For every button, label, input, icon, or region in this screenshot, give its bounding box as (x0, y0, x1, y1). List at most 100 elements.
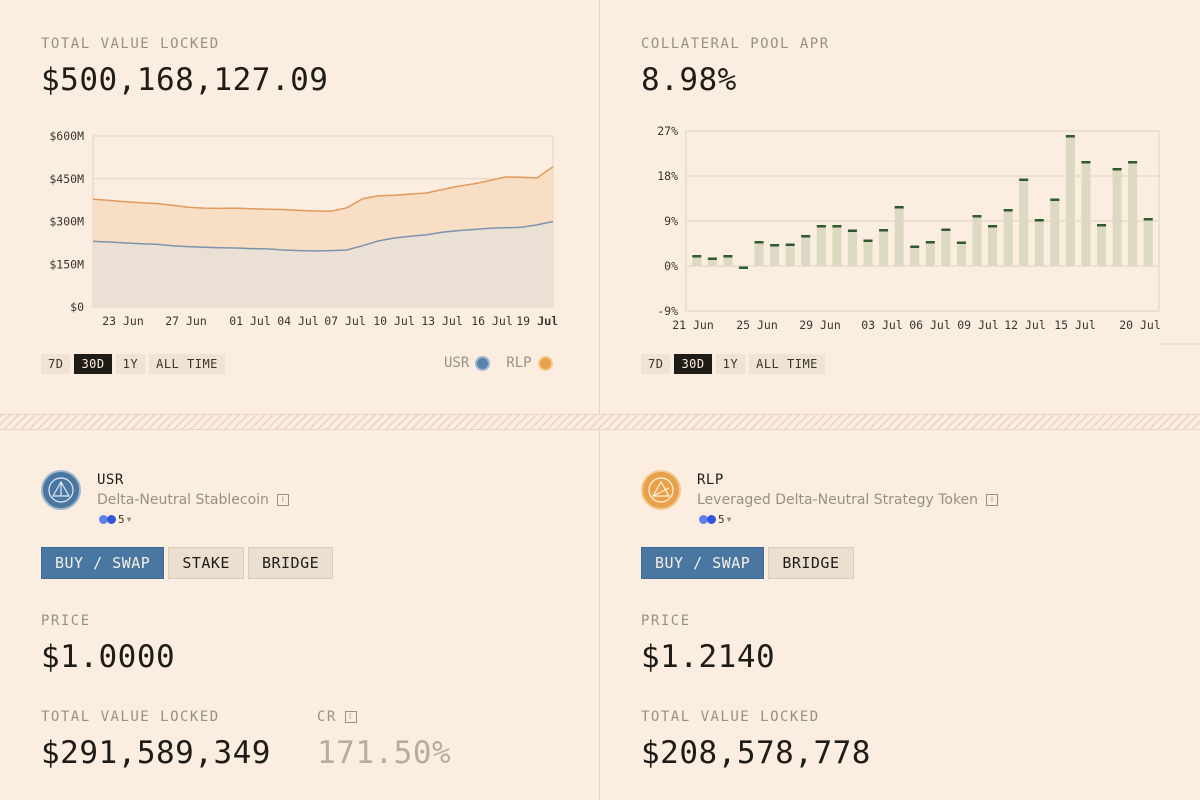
x-tick-label: 01 Jul (229, 314, 271, 328)
apr-bar (770, 245, 780, 266)
info-icon[interactable]: i (276, 494, 289, 506)
x-tick-label: 23 Jun (102, 314, 144, 328)
rlp-token-icon (641, 470, 681, 510)
usr-price: $1.0000 (41, 639, 176, 675)
usr-buy-swap-button[interactable]: BUY / SWAP (41, 547, 165, 579)
tvl-range-all-time[interactable]: ALL TIME (149, 354, 225, 374)
apr-bar-cap (956, 241, 966, 244)
apr-bar (692, 256, 702, 266)
tvl-range-7d[interactable]: 7D (41, 354, 71, 374)
rlp-name: RLP (697, 472, 724, 488)
apr-bar (988, 226, 998, 266)
legend-rlp[interactable]: RLP (506, 355, 553, 371)
x-tick-label: 03 Jul (861, 318, 903, 332)
usr-chain-selector[interactable]: 5 ▼ (99, 513, 131, 526)
apr-bar-cap (723, 255, 733, 258)
apr-bar (925, 242, 935, 266)
chain-icon (107, 515, 116, 524)
apr-bar-cap (1081, 161, 1091, 164)
apr-bar-cap (832, 225, 842, 228)
apr-bar-cap (707, 257, 717, 260)
cr-label-row: CR i (317, 709, 357, 725)
apr-bar-cap (692, 255, 702, 258)
apr-bar (1034, 220, 1044, 266)
usr-price-label: PRICE (41, 613, 91, 629)
usr-stake-button[interactable]: STAKE (168, 547, 244, 579)
tvl-range-30d[interactable]: 30D (74, 354, 112, 374)
apr-bar (1019, 179, 1029, 266)
usr-line (92, 220, 554, 252)
apr-bar (972, 216, 982, 266)
usr-bridge-button[interactable]: BRIDGE (247, 547, 334, 579)
apr-bar-cap (847, 229, 857, 232)
apr-bar-cap (1050, 198, 1060, 201)
legend-usr[interactable]: USR (444, 355, 491, 371)
apr-bar-cap (1143, 218, 1153, 221)
y-tick-label: 18% (657, 169, 678, 183)
apr-bar-cap (1019, 178, 1029, 181)
apr-bar (1143, 219, 1153, 266)
apr-range-30d[interactable]: 30D (674, 354, 712, 374)
apr-bar-cap (1128, 161, 1138, 164)
apr-bar-chart: 27% 18% 9% 0% -9%21 Jun 25 Jun 29 Jun 03 Jul 06 … (657, 124, 1200, 345)
y-tick-label: 9% (664, 214, 678, 228)
apr-bar (1065, 136, 1075, 266)
rlp-bridge-button[interactable]: BRIDGE (768, 547, 854, 579)
x-tick-label: 29 Jun (799, 318, 841, 332)
y-tick-label: 0% (664, 259, 678, 273)
rlp-buy-swap-button[interactable]: BUY / SWAP (641, 547, 765, 579)
tvl-range-1y[interactable]: 1Y (115, 354, 146, 374)
rlp-price: $1.2140 (641, 639, 776, 675)
apr-bar (863, 240, 873, 266)
apr-range-1y[interactable]: 1Y (715, 354, 746, 374)
apr-bar-cap (1065, 135, 1075, 138)
x-tick-label: 20 Jul (1119, 318, 1161, 332)
y-tick-label: $0 (70, 300, 84, 314)
apr-value: 8.98% (641, 62, 737, 98)
usr-description-row: Delta-Neutral Stablecoin i (97, 492, 289, 508)
rlp-chain-selector[interactable]: 5 ▼ (699, 513, 731, 526)
vertical-divider (599, 0, 600, 800)
apr-bar-cap (801, 235, 811, 238)
x-tick-label: 25 Jun (736, 318, 778, 332)
rlp-tvl-label: TOTAL VALUE LOCKED (641, 709, 820, 725)
usr-name: USR (97, 472, 124, 488)
apr-bar (801, 236, 811, 266)
ethereum-icon (99, 515, 108, 524)
apr-bar-cap (754, 241, 764, 244)
x-tick-label: 19 Jul (516, 314, 558, 328)
apr-bar-cap (816, 225, 826, 228)
rlp-description: Leveraged Delta-Neutral Strategy Token (697, 492, 979, 508)
apr-bar-cap (1097, 224, 1107, 227)
apr-bar-cap (863, 239, 873, 242)
x-tick-label: 06 Jul (909, 318, 951, 332)
info-icon[interactable]: i (986, 494, 999, 506)
chain-icon (707, 515, 716, 524)
usr-area (93, 221, 553, 307)
y-tick-label: $600M (49, 129, 84, 143)
hatched-divider (0, 414, 1200, 430)
x-tick-label: 27 Jun (165, 314, 207, 328)
rlp-line (92, 166, 554, 212)
apr-bar-cap (941, 228, 951, 231)
apr-label: COLLATERAL POOL APR (641, 36, 830, 52)
apr-bar-cap (925, 241, 935, 244)
apr-bar (910, 246, 920, 266)
rlp-card: RLP Leveraged Delta-Neutral Strategy Tok… (600, 430, 1200, 800)
apr-bar (1097, 225, 1107, 266)
usr-actions: BUY / SWAP STAKE BRIDGE (41, 547, 334, 579)
apr-bar (832, 226, 842, 266)
ethereum-icon (699, 515, 708, 524)
apr-bar (956, 242, 966, 266)
rlp-coin-icon (537, 355, 553, 371)
tvl-value: $500,168,127.09 (41, 62, 329, 98)
apr-bar (1003, 210, 1013, 266)
tvl-card: TOTAL VALUE LOCKED $500,168,127.09 $600M… (0, 0, 600, 414)
cr-info-icon[interactable]: i (344, 711, 357, 723)
tvl-range-selector: 7D 30D 1Y ALL TIME (41, 354, 225, 374)
apr-range-7d[interactable]: 7D (641, 354, 671, 374)
apr-bar-cap (785, 243, 795, 246)
x-tick-label: 10 Jul (373, 314, 415, 328)
usr-chain-count: 5 (118, 513, 125, 526)
apr-range-all-time[interactable]: ALL TIME (749, 354, 825, 374)
